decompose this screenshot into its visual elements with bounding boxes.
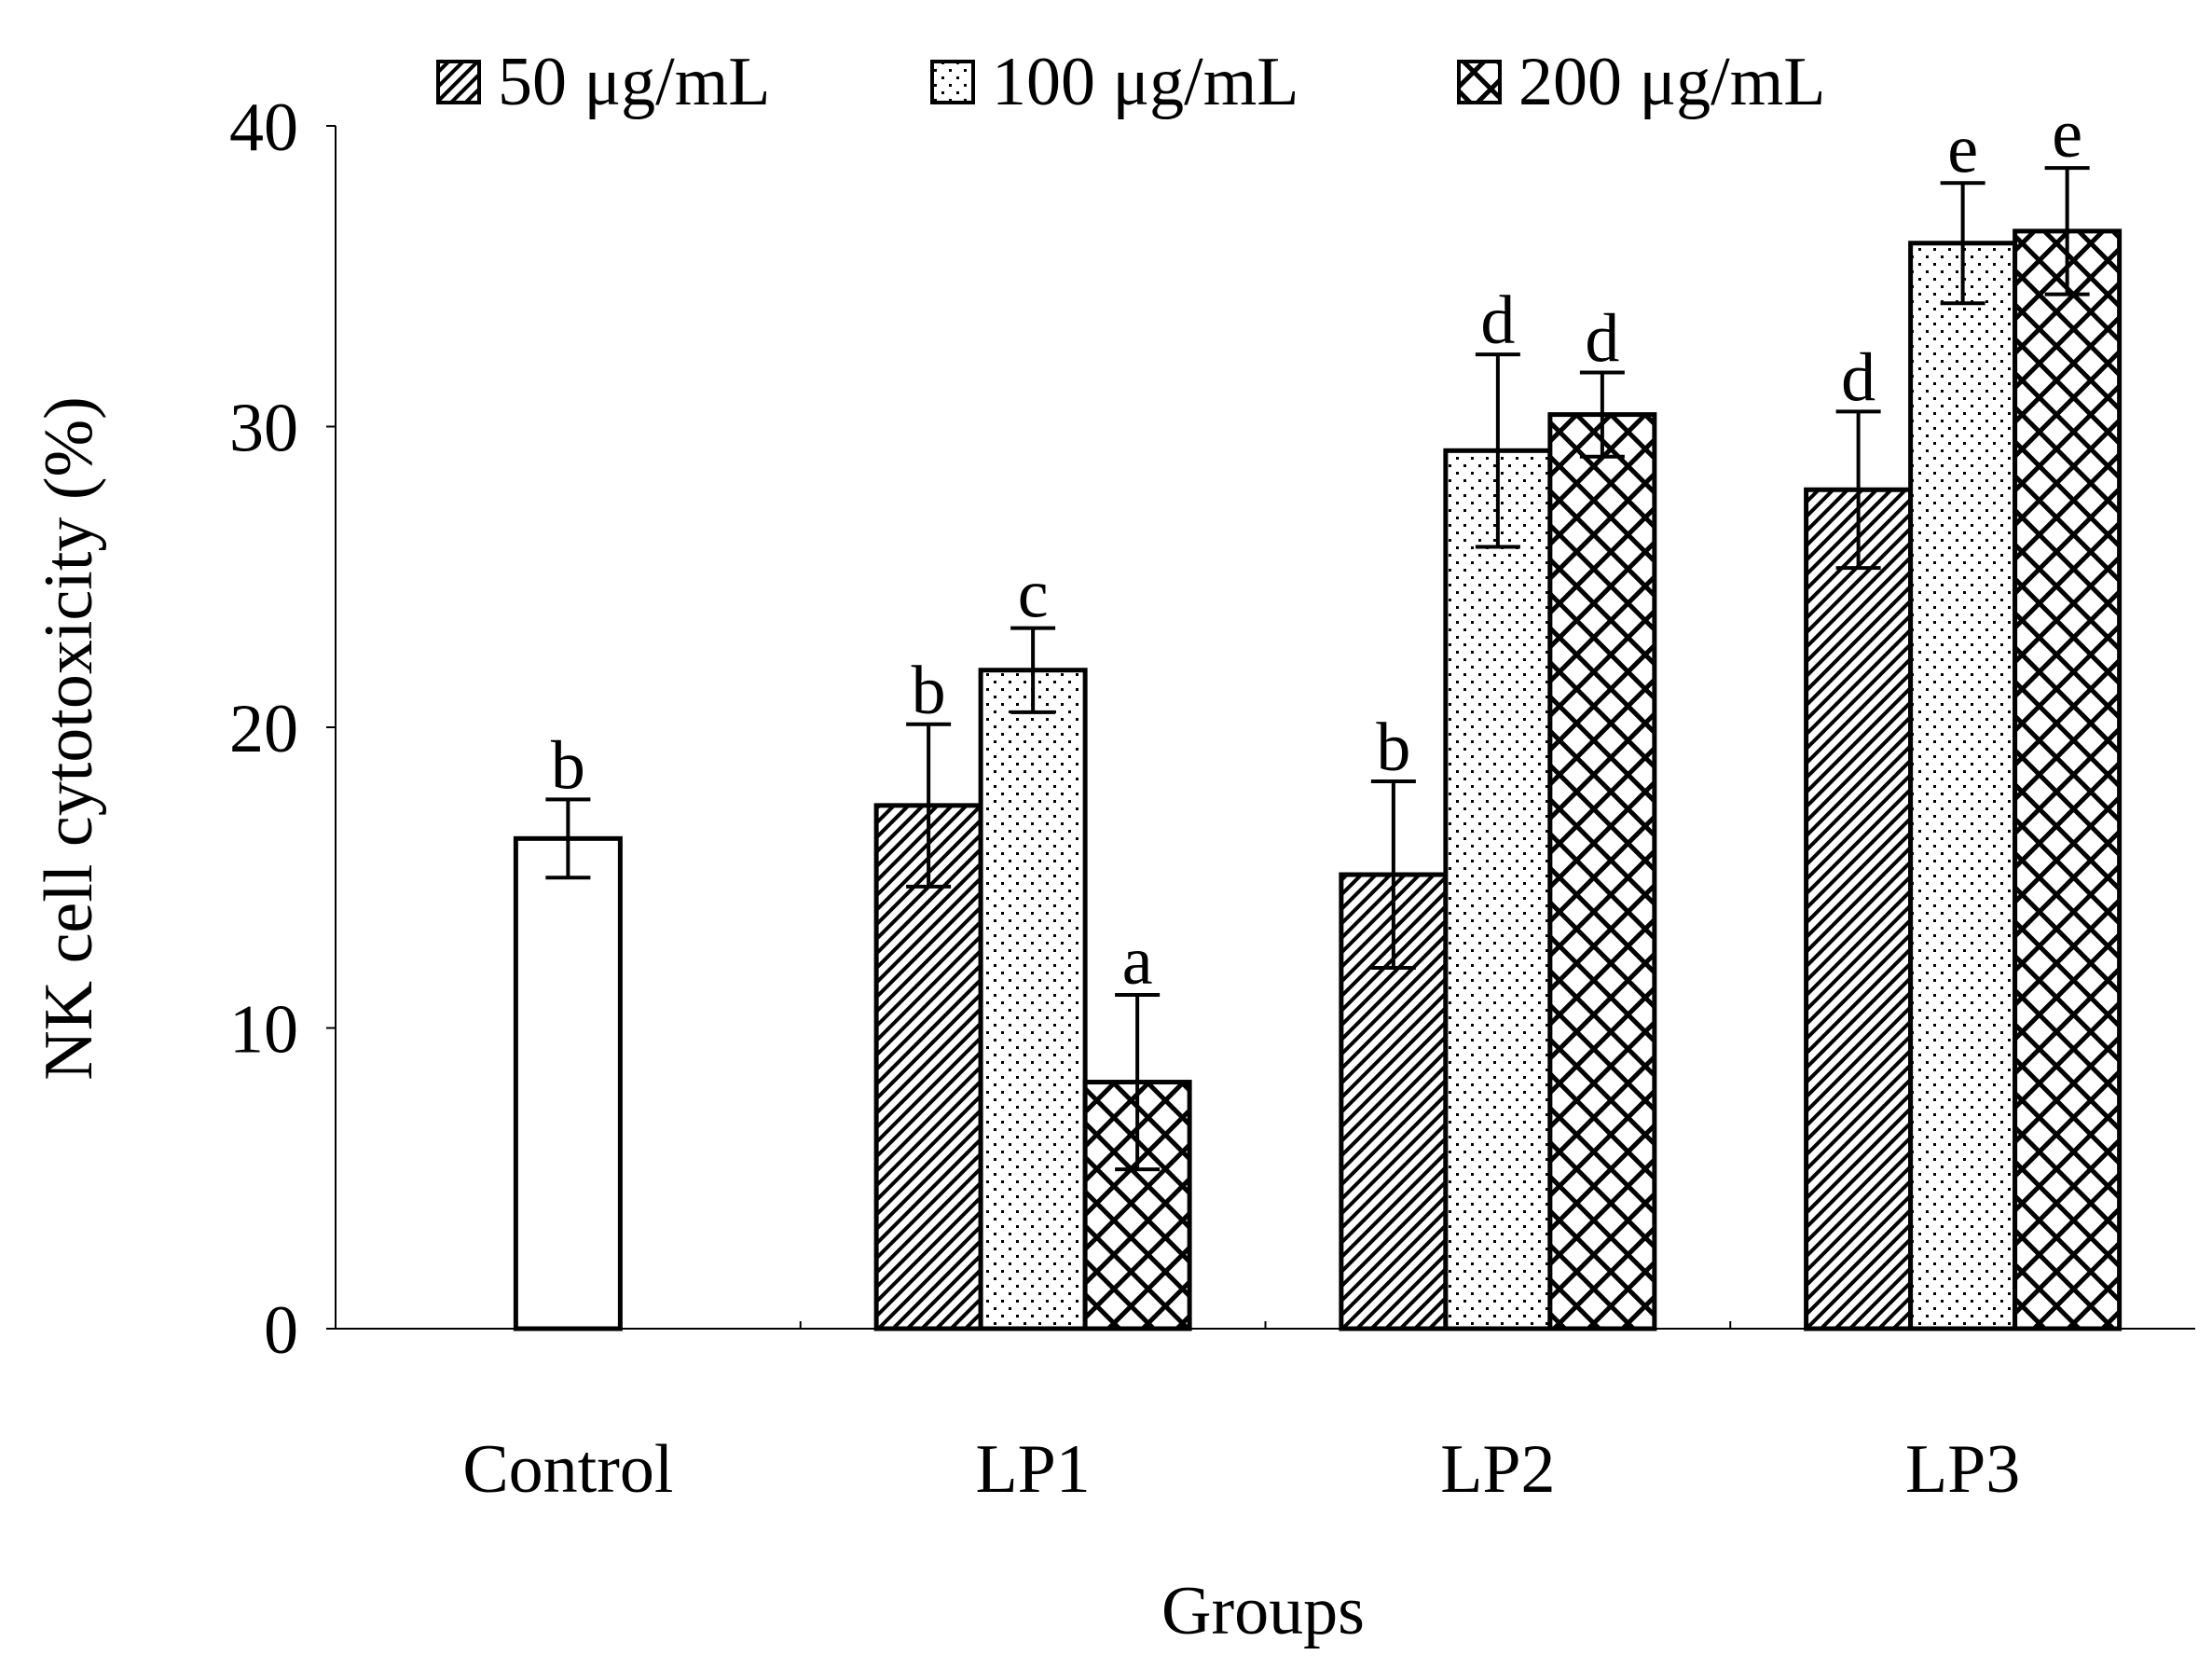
bar	[2013, 228, 2123, 1331]
significance-label: e	[1947, 111, 1978, 187]
significance-label: c	[1018, 557, 1049, 633]
significance-label: a	[1122, 923, 1153, 1000]
x-axis-label: Groups	[1161, 1573, 1365, 1649]
legend-label: 50 μg/mL	[498, 44, 771, 120]
y-tick-label: 0	[264, 1292, 298, 1369]
y-axis-label: NK cell cytotoxicity (%)	[31, 396, 107, 1081]
significance-label: e	[2052, 96, 2082, 172]
significance-label: d	[1585, 300, 1619, 377]
bar	[978, 668, 1088, 1331]
bar	[1908, 241, 2018, 1331]
bar	[1804, 487, 1914, 1331]
significance-label: d	[1841, 339, 1875, 416]
y-tick-label: 20	[229, 691, 298, 767]
bar	[1443, 448, 1553, 1331]
legend: 50 μg/mL 100 μg/mL 200 μg/mL	[436, 44, 1826, 120]
y-tick-label: 40	[229, 90, 298, 166]
significance-label: d	[1480, 283, 1515, 359]
legend-label: 200 μg/mL	[1518, 44, 1826, 120]
significance-label: b	[912, 653, 946, 729]
legend-swatch	[436, 60, 481, 104]
y-tick-label: 30	[229, 391, 298, 467]
x-tick-label: LP1	[975, 1431, 1090, 1508]
significance-label: b	[1376, 710, 1410, 786]
x-tick-label: LP3	[1905, 1431, 2020, 1508]
bar	[1547, 412, 1657, 1331]
x-tick-label: Control	[462, 1431, 673, 1508]
bars	[513, 228, 2123, 1331]
legend-swatch	[930, 60, 975, 104]
legend-swatch	[1457, 60, 1502, 104]
x-tick-label: LP2	[1440, 1431, 1555, 1508]
y-tick-label: 10	[229, 992, 298, 1069]
significance-label: b	[551, 727, 585, 804]
error-bars	[545, 166, 2090, 1172]
axes: 0 10 20 30 40 Control LP1 LP2 LP3	[229, 90, 2195, 1508]
legend-label: 100 μg/mL	[992, 44, 1299, 120]
bar	[513, 835, 623, 1331]
